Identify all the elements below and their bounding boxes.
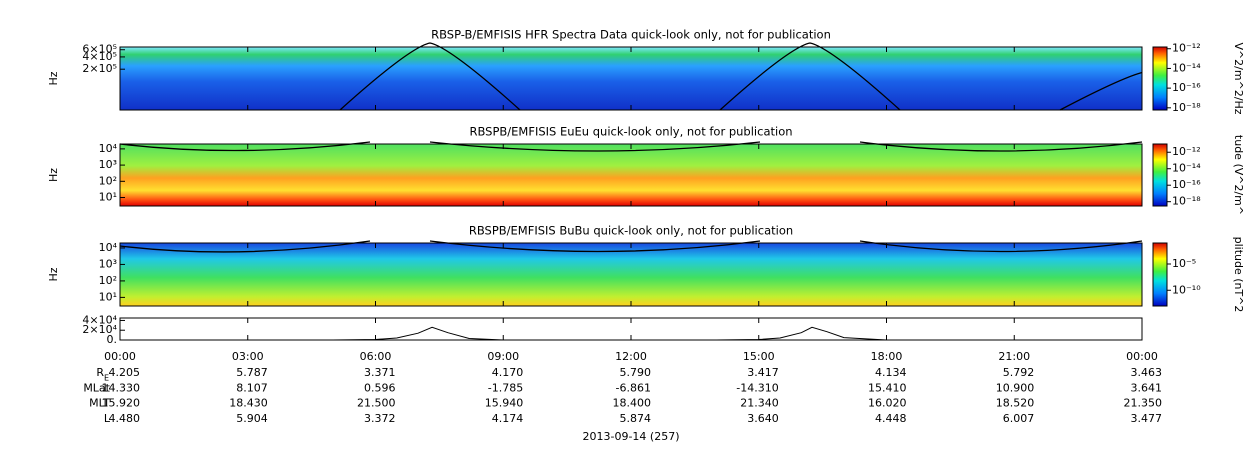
ephemeris-value: 21.340 [740, 397, 779, 410]
colorbar-label: V^2/m^2/Hz [1232, 42, 1245, 114]
ephemeris-value: 4.134 [875, 366, 907, 379]
ephemeris-value: 6.007 [1003, 412, 1035, 425]
ephemeris-label-subscript: E [104, 374, 109, 383]
y-tick-label: 10¹ [99, 290, 117, 303]
ephemeris-value: 5.790 [620, 366, 652, 379]
colorbar-tick-label: 10⁻¹⁴ [1172, 61, 1201, 74]
ephemeris-value: 3.417 [747, 366, 779, 379]
y-axis-label: Hz [47, 168, 60, 182]
ephemeris-label: MLat [83, 381, 110, 394]
panel-title: RBSPB/EMFISIS EuEu quick-look only, not … [469, 125, 792, 139]
colorbar-tick-label: 10⁻¹⁶ [1172, 81, 1201, 94]
ephemeris-value: 4.480 [109, 412, 141, 425]
ephemeris-value: 21.500 [357, 397, 396, 410]
colorbar-tick-label: 10⁻¹⁶ [1172, 178, 1201, 191]
spectrogram-image [120, 47, 1142, 110]
ephemeris-value: -6.861 [616, 381, 651, 394]
ephemeris-value: 3.372 [364, 412, 396, 425]
ephemeris-value: 3.463 [1131, 366, 1163, 379]
x-tick-label: 21:00 [998, 350, 1030, 363]
ephemeris-value: 21.350 [1124, 397, 1163, 410]
x-axis-label: 2013-09-14 (257) [582, 430, 679, 443]
y-tick-label: 10³ [99, 158, 117, 171]
panel-title: RBSPB/EMFISIS BuBu quick-look only, not … [469, 224, 793, 238]
colorbar-tick-label: 10⁻¹⁴ [1172, 162, 1201, 175]
ephemeris-value: 15.920 [102, 397, 141, 410]
ephemeris-value: 10.900 [996, 381, 1035, 394]
ephemeris-label: L [104, 412, 111, 425]
x-tick-label: 06:00 [360, 350, 392, 363]
y-tick-label: 10³ [99, 257, 117, 270]
colorbar [1152, 242, 1168, 307]
y-axis-label: Hz [47, 267, 60, 281]
ephemeris-value: 5.874 [620, 412, 652, 425]
ephemeris-value: 18.520 [996, 397, 1035, 410]
ephemeris-value: 8.107 [236, 381, 268, 394]
ephemeris-label: MLT [89, 397, 110, 410]
colorbar-tick-label: 10⁻¹² [1172, 145, 1201, 158]
y-tick-label: 10² [99, 274, 117, 287]
data-line [120, 326, 1142, 341]
colorbar-tick-label: 10⁻¹⁰ [1172, 283, 1201, 296]
cyclotron-curve [119, 240, 1143, 253]
y-tick-label: 10² [99, 174, 117, 187]
ephemeris-value: 14.330 [102, 381, 141, 394]
ephemeris-value: 16.020 [868, 397, 907, 410]
x-tick-label: 15:00 [743, 350, 775, 363]
colorbar-tick-label: 10⁻¹⁸ [1172, 195, 1201, 208]
y-tick-label: 2×10⁵ [82, 62, 117, 75]
x-tick-label: 09:00 [487, 350, 519, 363]
y-tick-label: 4×10⁵ [82, 50, 117, 63]
ephemeris-label: R [96, 366, 104, 379]
x-tick-label: 12:00 [615, 350, 647, 363]
ephemeris-value: 15.940 [485, 397, 524, 410]
colorbar-tick-label: 10⁻¹² [1172, 42, 1201, 55]
ephemeris-value: 0.596 [364, 381, 396, 394]
ephemeris-value: 5.787 [236, 366, 268, 379]
ephemeris-value: 4.170 [492, 366, 524, 379]
x-tick-label: 18:00 [871, 350, 903, 363]
x-tick-label: 03:00 [232, 350, 264, 363]
x-tick-label: 00:00 [104, 350, 136, 363]
colorbar-label: tude (V^2/m^ [1232, 135, 1245, 215]
ephemeris-value: 18.400 [613, 397, 652, 410]
ephemeris-value: 4.205 [109, 366, 141, 379]
ephemeris-value: 15.410 [868, 381, 907, 394]
cyclotron-curve [339, 42, 1143, 111]
spectrogram-image [120, 144, 1142, 206]
x-tick-label: 00:00 [1126, 350, 1158, 363]
colorbar [1152, 46, 1168, 111]
ephemeris-value: 5.792 [1003, 366, 1035, 379]
y-tick-label: 10⁴ [99, 142, 118, 155]
panel-title: RBSP-B/EMFISIS HFR Spectra Data quick-lo… [431, 28, 831, 42]
y-tick-label: 0. [107, 333, 118, 346]
cyclotron-curve [119, 141, 1143, 152]
y-tick-label: 6×10⁵ [82, 43, 117, 56]
colorbar-tick-label: 10⁻⁵ [1172, 257, 1196, 270]
ephemeris-value: 3.640 [747, 412, 779, 425]
ephemeris-value: 5.904 [236, 412, 268, 425]
y-axis-label: Hz [47, 71, 60, 85]
y-tick-label: 10¹ [99, 191, 117, 204]
ephemeris-value: 3.641 [1131, 381, 1163, 394]
ephemeris-value: 3.371 [364, 366, 396, 379]
y-tick-label: 4×10⁴ [82, 313, 117, 326]
colorbar [1152, 143, 1168, 207]
colorbar-label: plitude (nT^2 [1232, 237, 1245, 313]
ephemeris-value: 18.430 [229, 397, 268, 410]
y-tick-label: 10⁴ [99, 241, 118, 254]
spectrogram-image [120, 243, 1142, 306]
y-tick-label: 2×10⁴ [82, 323, 117, 336]
ephemeris-value: 3.477 [1131, 412, 1163, 425]
ephemeris-value: 4.448 [875, 412, 907, 425]
ephemeris-value: -14.310 [736, 381, 778, 394]
ephemeris-value: -1.785 [488, 381, 523, 394]
ephemeris-value: 4.174 [492, 412, 524, 425]
colorbar-tick-label: 10⁻¹⁸ [1172, 101, 1201, 114]
